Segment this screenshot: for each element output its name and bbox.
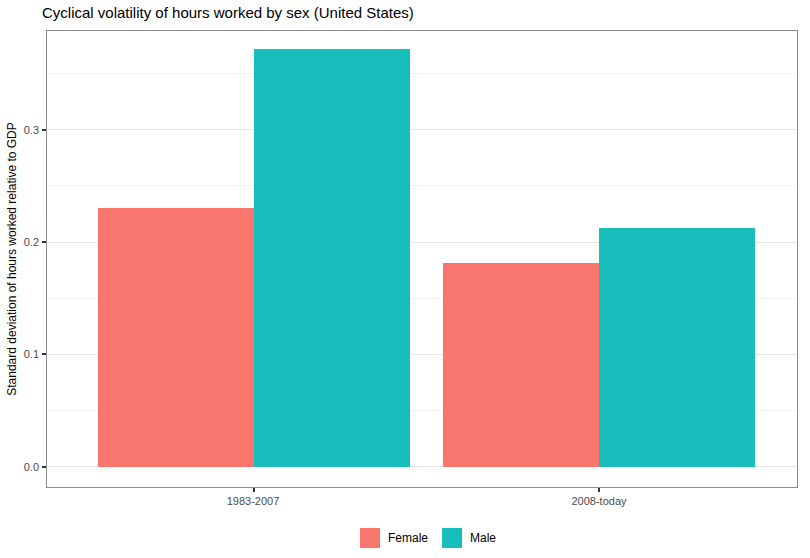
- y-tick-mark: [42, 129, 46, 131]
- y-tick-mark: [42, 466, 46, 468]
- y-tick-label: 0.3: [7, 124, 39, 136]
- legend-label-female: Female: [388, 531, 428, 545]
- chart-title: Cyclical volatility of hours worked by s…: [42, 4, 414, 21]
- y-tick-label: 0.1: [7, 348, 39, 360]
- legend-swatch-female: [360, 528, 380, 548]
- y-tick-mark: [42, 353, 46, 355]
- y-tick-mark: [42, 241, 46, 243]
- x-tick-mark: [253, 488, 255, 492]
- bar-female-2008-today: [443, 263, 599, 466]
- chart-figure: Cyclical volatility of hours worked by s…: [0, 0, 810, 558]
- gridline-major: [47, 129, 797, 130]
- legend-item-male: Male: [442, 528, 496, 548]
- gridline-minor: [47, 73, 797, 74]
- plot-panel: [46, 30, 798, 488]
- legend: Female Male: [360, 528, 496, 548]
- legend-swatch-male: [442, 528, 462, 548]
- bar-male-2008-today: [599, 228, 755, 467]
- x-tick-label-1983-2007: 1983-2007: [227, 495, 280, 507]
- legend-label-male: Male: [470, 531, 496, 545]
- bar-male-1983-2007: [254, 49, 410, 467]
- x-tick-label-2008-today: 2008-today: [571, 495, 626, 507]
- x-tick-mark: [598, 488, 600, 492]
- y-tick-label: 0.0: [7, 461, 39, 473]
- bar-female-1983-2007: [98, 208, 254, 466]
- legend-item-female: Female: [360, 528, 428, 548]
- gridline-minor: [47, 185, 797, 186]
- y-tick-label: 0.2: [7, 236, 39, 248]
